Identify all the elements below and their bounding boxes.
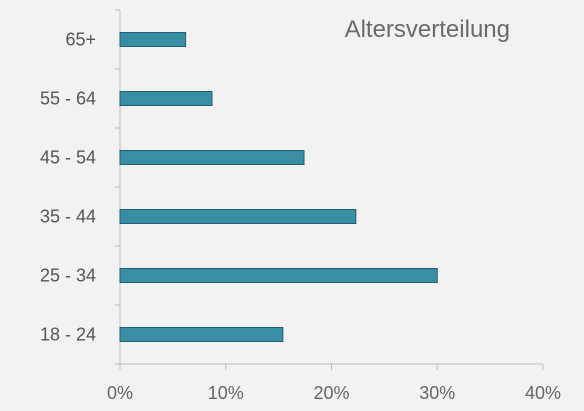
axes (115, 9, 544, 370)
bar-35-44 (119, 209, 357, 224)
category-label: 25 - 34 (40, 266, 96, 286)
chart-title: Altersverteilung (345, 16, 510, 43)
category-label: 18 - 24 (40, 325, 96, 345)
bar-25-34 (119, 268, 438, 283)
x-tick-label: 30% (419, 383, 455, 403)
bar-18-24 (119, 327, 284, 342)
category-label: 55 - 64 (40, 89, 96, 109)
x-tick-label: 20% (313, 383, 349, 403)
x-tick-label: 0% (107, 383, 133, 403)
category-label: 45 - 54 (40, 148, 96, 168)
x-tick-label: 40% (525, 383, 561, 403)
x-tick-label: 10% (208, 383, 244, 403)
bar-65plus (119, 32, 187, 47)
category-labels: 18 - 24 25 - 34 35 - 44 45 - 54 55 - 64 65+ (40, 30, 96, 345)
bar-55-64 (119, 91, 213, 106)
bar-45-54 (119, 150, 305, 165)
bars (119, 32, 438, 342)
category-label: 65+ (65, 30, 96, 50)
category-label: 35 - 44 (40, 207, 96, 227)
x-tick-labels: 0% 10% 20% 30% 40% (107, 383, 561, 403)
